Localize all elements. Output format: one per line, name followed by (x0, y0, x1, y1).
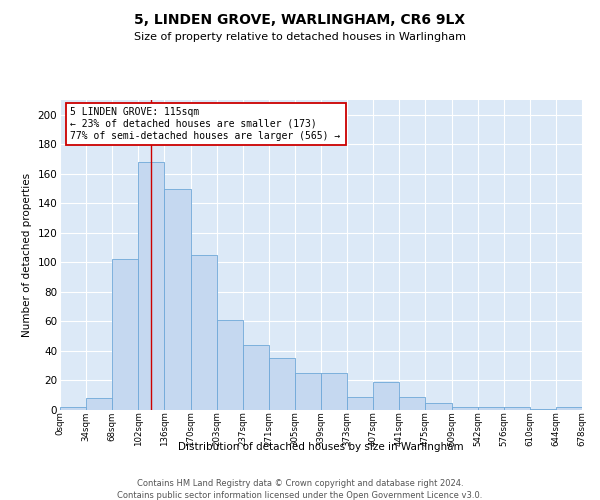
Text: 5, LINDEN GROVE, WARLINGHAM, CR6 9LX: 5, LINDEN GROVE, WARLINGHAM, CR6 9LX (134, 12, 466, 26)
Bar (400, 396, 425, 410)
Text: Size of property relative to detached houses in Warlingham: Size of property relative to detached ho… (134, 32, 466, 42)
Bar (452, 407, 478, 410)
Bar (504, 407, 530, 410)
Bar (425, 402, 452, 410)
Bar (373, 382, 400, 410)
Bar (217, 320, 243, 410)
Bar (86, 398, 112, 410)
Bar (347, 396, 373, 410)
Bar (164, 188, 191, 410)
Bar (478, 407, 504, 410)
Text: 5 LINDEN GROVE: 115sqm
← 23% of detached houses are smaller (173)
77% of semi-de: 5 LINDEN GROVE: 115sqm ← 23% of detached… (70, 108, 341, 140)
Bar (530, 408, 556, 410)
Y-axis label: Number of detached properties: Number of detached properties (22, 173, 32, 337)
Bar (60, 407, 86, 410)
Bar (243, 345, 269, 410)
Bar (112, 260, 139, 410)
Bar (139, 162, 164, 410)
Bar (295, 373, 321, 410)
Text: Contains public sector information licensed under the Open Government Licence v3: Contains public sector information licen… (118, 491, 482, 500)
Text: Contains HM Land Registry data © Crown copyright and database right 2024.: Contains HM Land Registry data © Crown c… (137, 479, 463, 488)
Text: Distribution of detached houses by size in Warlingham: Distribution of detached houses by size … (178, 442, 464, 452)
Bar (191, 255, 217, 410)
Bar (269, 358, 295, 410)
Bar (321, 373, 347, 410)
Bar (556, 407, 582, 410)
